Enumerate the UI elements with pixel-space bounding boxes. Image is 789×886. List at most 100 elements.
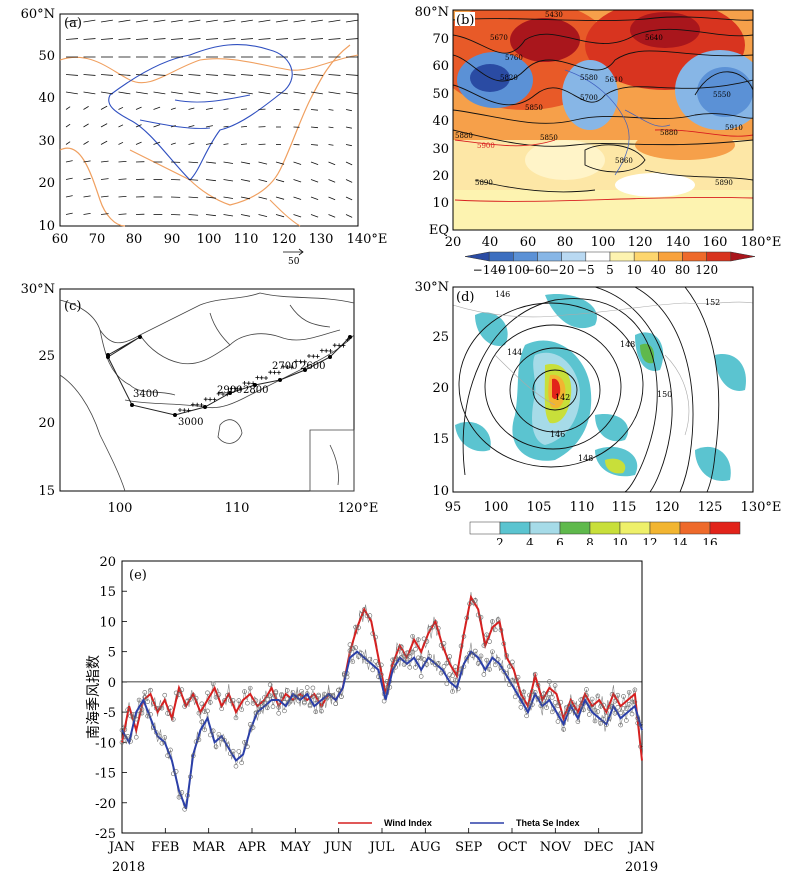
y-tick: 30 [38, 134, 55, 149]
colorbar-swatch [513, 252, 537, 261]
colorbar-tick: −20 [549, 263, 574, 275]
x-tick: 130 [309, 232, 334, 247]
contour-label: 146 [550, 430, 565, 439]
colorbar-tick: 12 [642, 536, 657, 545]
contour-label: 5890 [475, 179, 493, 187]
contour-label: 5850 [540, 134, 558, 142]
panel-b-label: (b) [456, 13, 474, 28]
track-label: 2700 [272, 361, 297, 372]
track-point [130, 403, 134, 407]
x-tick: 120°E [338, 501, 379, 516]
contour-label: 148 [578, 454, 593, 463]
track-label: 3000 [178, 417, 203, 428]
track-label: 2800 [243, 385, 268, 396]
colorbar-tick: −5 [577, 263, 595, 275]
colorbar-swatch [560, 522, 590, 534]
y-tick: 20 [38, 176, 55, 191]
x-tick: APR [237, 840, 267, 855]
panel-a-x-ticks: 60 70 80 90 100 110 120 130 140°E [52, 232, 388, 247]
panel-a-svg: (a) 60 70 80 90 100 110 120 130 140°E 60… [0, 0, 395, 270]
track-point [328, 355, 332, 359]
x-tick: 105 [527, 500, 552, 515]
y-tick: 0 [108, 676, 116, 691]
year-end-label: 2019 [625, 860, 658, 875]
panel-c-x-ticks: 100 110 120°E [108, 501, 379, 516]
y-axis-title: 南海季风指数 [85, 655, 101, 739]
y-tick: 10 [432, 484, 449, 499]
x-tick: 100 [197, 232, 222, 247]
y-tick: 10 [432, 196, 449, 211]
contour-label: 5890 [715, 179, 733, 187]
panel-c: 3400 3000 2900 2800 2700 2600 (c) 30°N 2… [0, 275, 395, 535]
contour-label: 5430 [545, 11, 563, 19]
x-tick: SEP [455, 840, 482, 855]
track-label: 2600 [300, 361, 325, 372]
colorbar-swatch [710, 522, 740, 534]
colorbar-swatch [634, 252, 658, 261]
y-tick: 80°N [415, 5, 449, 20]
x-tick: MAY [280, 840, 311, 855]
x-tick: 140°E [347, 232, 388, 247]
panel-e-frame [122, 561, 642, 833]
panel-c-y-ticks: 30°N 25 20 15 [21, 282, 55, 499]
colorbar-swatch [610, 252, 634, 261]
x-tick: 90 [164, 232, 181, 247]
contour-label: 5700 [580, 94, 598, 102]
x-tick: 40 [482, 235, 499, 250]
colorbar-swatch [731, 252, 755, 261]
year-start-label: 2018 [112, 860, 145, 875]
panel-b-svg: 5430 5550 5580 5610 5640 5670 5700 5760 … [395, 0, 789, 275]
panel-c-svg: 3400 3000 2900 2800 2700 2600 (c) 30°N 2… [0, 275, 395, 535]
colorbar-tick: 10 [612, 536, 627, 545]
contour-label: 152 [705, 298, 720, 307]
panel-a-frame [60, 14, 358, 226]
legend-theta-label: Theta Se Index [516, 818, 580, 828]
colorbar-tick: 8 [586, 536, 594, 545]
x-tick: MAR [192, 840, 226, 855]
x-tick: AUG [409, 840, 441, 855]
colorbar-swatch [590, 522, 620, 534]
colorbar-tick: 10 [627, 263, 642, 275]
y-tick: 10 [38, 219, 55, 234]
x-tick: DEC [584, 840, 614, 855]
x-tick: 120 [655, 500, 680, 515]
colorbar-tick: 120 [695, 263, 718, 275]
x-tick: 100 [484, 500, 509, 515]
contour-label: 5860 [615, 157, 633, 165]
y-tick: 30 [432, 142, 449, 157]
x-tick: 125 [698, 500, 723, 515]
panel-d-svg: 146 144 142 146 148 148 150 152 (d) 30°N… [395, 275, 789, 545]
panel-b-colorbar: −140−100−60−20−55104080120 [465, 252, 755, 275]
colorbar-tick: 40 [651, 263, 666, 275]
colorbar-swatch [465, 252, 489, 261]
x-tick: 110 [234, 232, 259, 247]
x-tick: 130°E [741, 500, 782, 515]
track-point [138, 335, 142, 339]
y-tick: 50 [38, 49, 55, 64]
x-tick: 95 [445, 500, 462, 515]
panel-d-label: (d) [456, 290, 474, 305]
panel-a-y-ticks: 60°N 50 40 30 20 10 [21, 7, 55, 234]
y-tick: -20 [95, 797, 116, 812]
x-tick: 140 [666, 235, 691, 250]
y-tick: 30°N [21, 282, 55, 297]
panel-c-label: (c) [64, 299, 81, 314]
y-tick: 5 [108, 646, 116, 661]
contour-label: 142 [555, 393, 570, 402]
x-tick: 100 [591, 235, 616, 250]
x-tick: 100 [108, 501, 133, 516]
colorbar-swatch [683, 252, 707, 261]
contour-label: 5850 [525, 104, 543, 112]
x-tick: 110 [570, 500, 595, 515]
colorbar-tick: 14 [672, 536, 688, 545]
panel-e: -25-20-15-10-505101520 JANFEBMARAPRMAYJU… [0, 545, 789, 882]
panel-d: 146 144 142 146 148 148 150 152 (d) 30°N… [395, 275, 789, 545]
x-tick: 115 [612, 500, 637, 515]
colorbar-tick: −60 [525, 263, 550, 275]
colorbar-swatch [586, 252, 610, 261]
track-point [203, 405, 207, 409]
y-tick: -5 [103, 706, 116, 721]
x-tick: 70 [89, 232, 106, 247]
colorbar-tick: 4 [526, 536, 534, 545]
contour-label: 146 [495, 290, 510, 299]
